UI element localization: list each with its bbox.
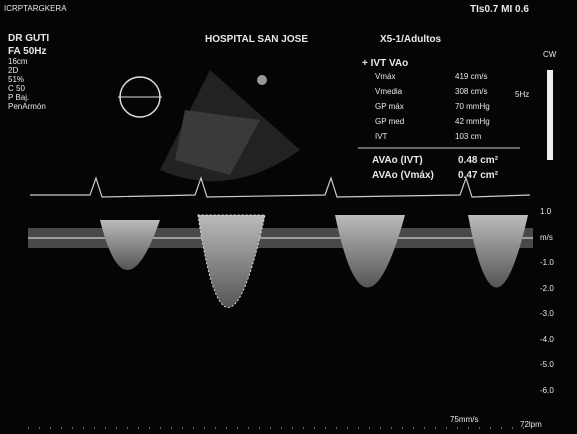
setting: 2D bbox=[8, 66, 18, 75]
measure-title: + IVT VAo bbox=[362, 58, 408, 69]
measure-label: IVT bbox=[375, 132, 387, 141]
doppler-mode: CW bbox=[543, 50, 556, 59]
ultrasound-screen: ICRPTARGKERA TIs0.7 MI 0.6 DR GUTI HOSPI… bbox=[0, 0, 577, 434]
setting: 16cm bbox=[8, 57, 28, 66]
graphics bbox=[0, 0, 577, 434]
doppler-beat bbox=[468, 215, 528, 288]
setting: C 50 bbox=[8, 84, 25, 93]
doppler-freq: 5Hz bbox=[515, 90, 529, 99]
setting: 51% bbox=[8, 75, 24, 84]
setting: P Baj. bbox=[8, 93, 29, 102]
scale-label: -5.0 bbox=[540, 360, 554, 369]
result-value: 0.48 cm² bbox=[458, 155, 498, 166]
ecg-trace bbox=[30, 178, 530, 197]
hospital: HOSPITAL SAN JOSE bbox=[205, 34, 308, 45]
scale-label: m/s bbox=[540, 233, 553, 242]
setting: PenArmón bbox=[8, 102, 46, 111]
doppler-beat bbox=[335, 215, 405, 288]
probe: X5-1/Adultos bbox=[380, 34, 441, 45]
measure-value: 308 cm/s bbox=[455, 87, 487, 96]
result-value: 0.47 cm² bbox=[458, 170, 498, 181]
result-label: AVAo (Vmáx) bbox=[372, 170, 434, 181]
doppler-beat bbox=[198, 215, 265, 308]
sweep-speed: 75mm/s bbox=[450, 415, 478, 424]
doctor: DR GUTI bbox=[8, 33, 49, 44]
measure-value: 70 mmHg bbox=[455, 102, 490, 111]
setting: FA 50Hz bbox=[8, 46, 47, 57]
measure-label: Vmedia bbox=[375, 87, 402, 96]
measure-label: Vmáx bbox=[375, 72, 395, 81]
scale-label: -6.0 bbox=[540, 386, 554, 395]
scale-label: -4.0 bbox=[540, 335, 554, 344]
header-right: TIs0.7 MI 0.6 bbox=[470, 4, 529, 15]
scale-label: 1.0 bbox=[540, 207, 551, 216]
scale-label: -3.0 bbox=[540, 309, 554, 318]
scale-label: -2.0 bbox=[540, 284, 554, 293]
result-label: AVAo (IVT) bbox=[372, 155, 423, 166]
measure-value: 42 mmHg bbox=[455, 117, 490, 126]
measure-value: 419 cm/s bbox=[455, 72, 487, 81]
marker bbox=[257, 75, 267, 85]
scale-label: -1.0 bbox=[540, 258, 554, 267]
measure-label: GP máx bbox=[375, 102, 404, 111]
header-left: ICRPTARGKERA bbox=[4, 4, 67, 13]
heart-rate: 72lpm bbox=[520, 420, 542, 429]
measure-label: GP med bbox=[375, 117, 404, 126]
measure-value: 103 cm bbox=[455, 132, 481, 141]
